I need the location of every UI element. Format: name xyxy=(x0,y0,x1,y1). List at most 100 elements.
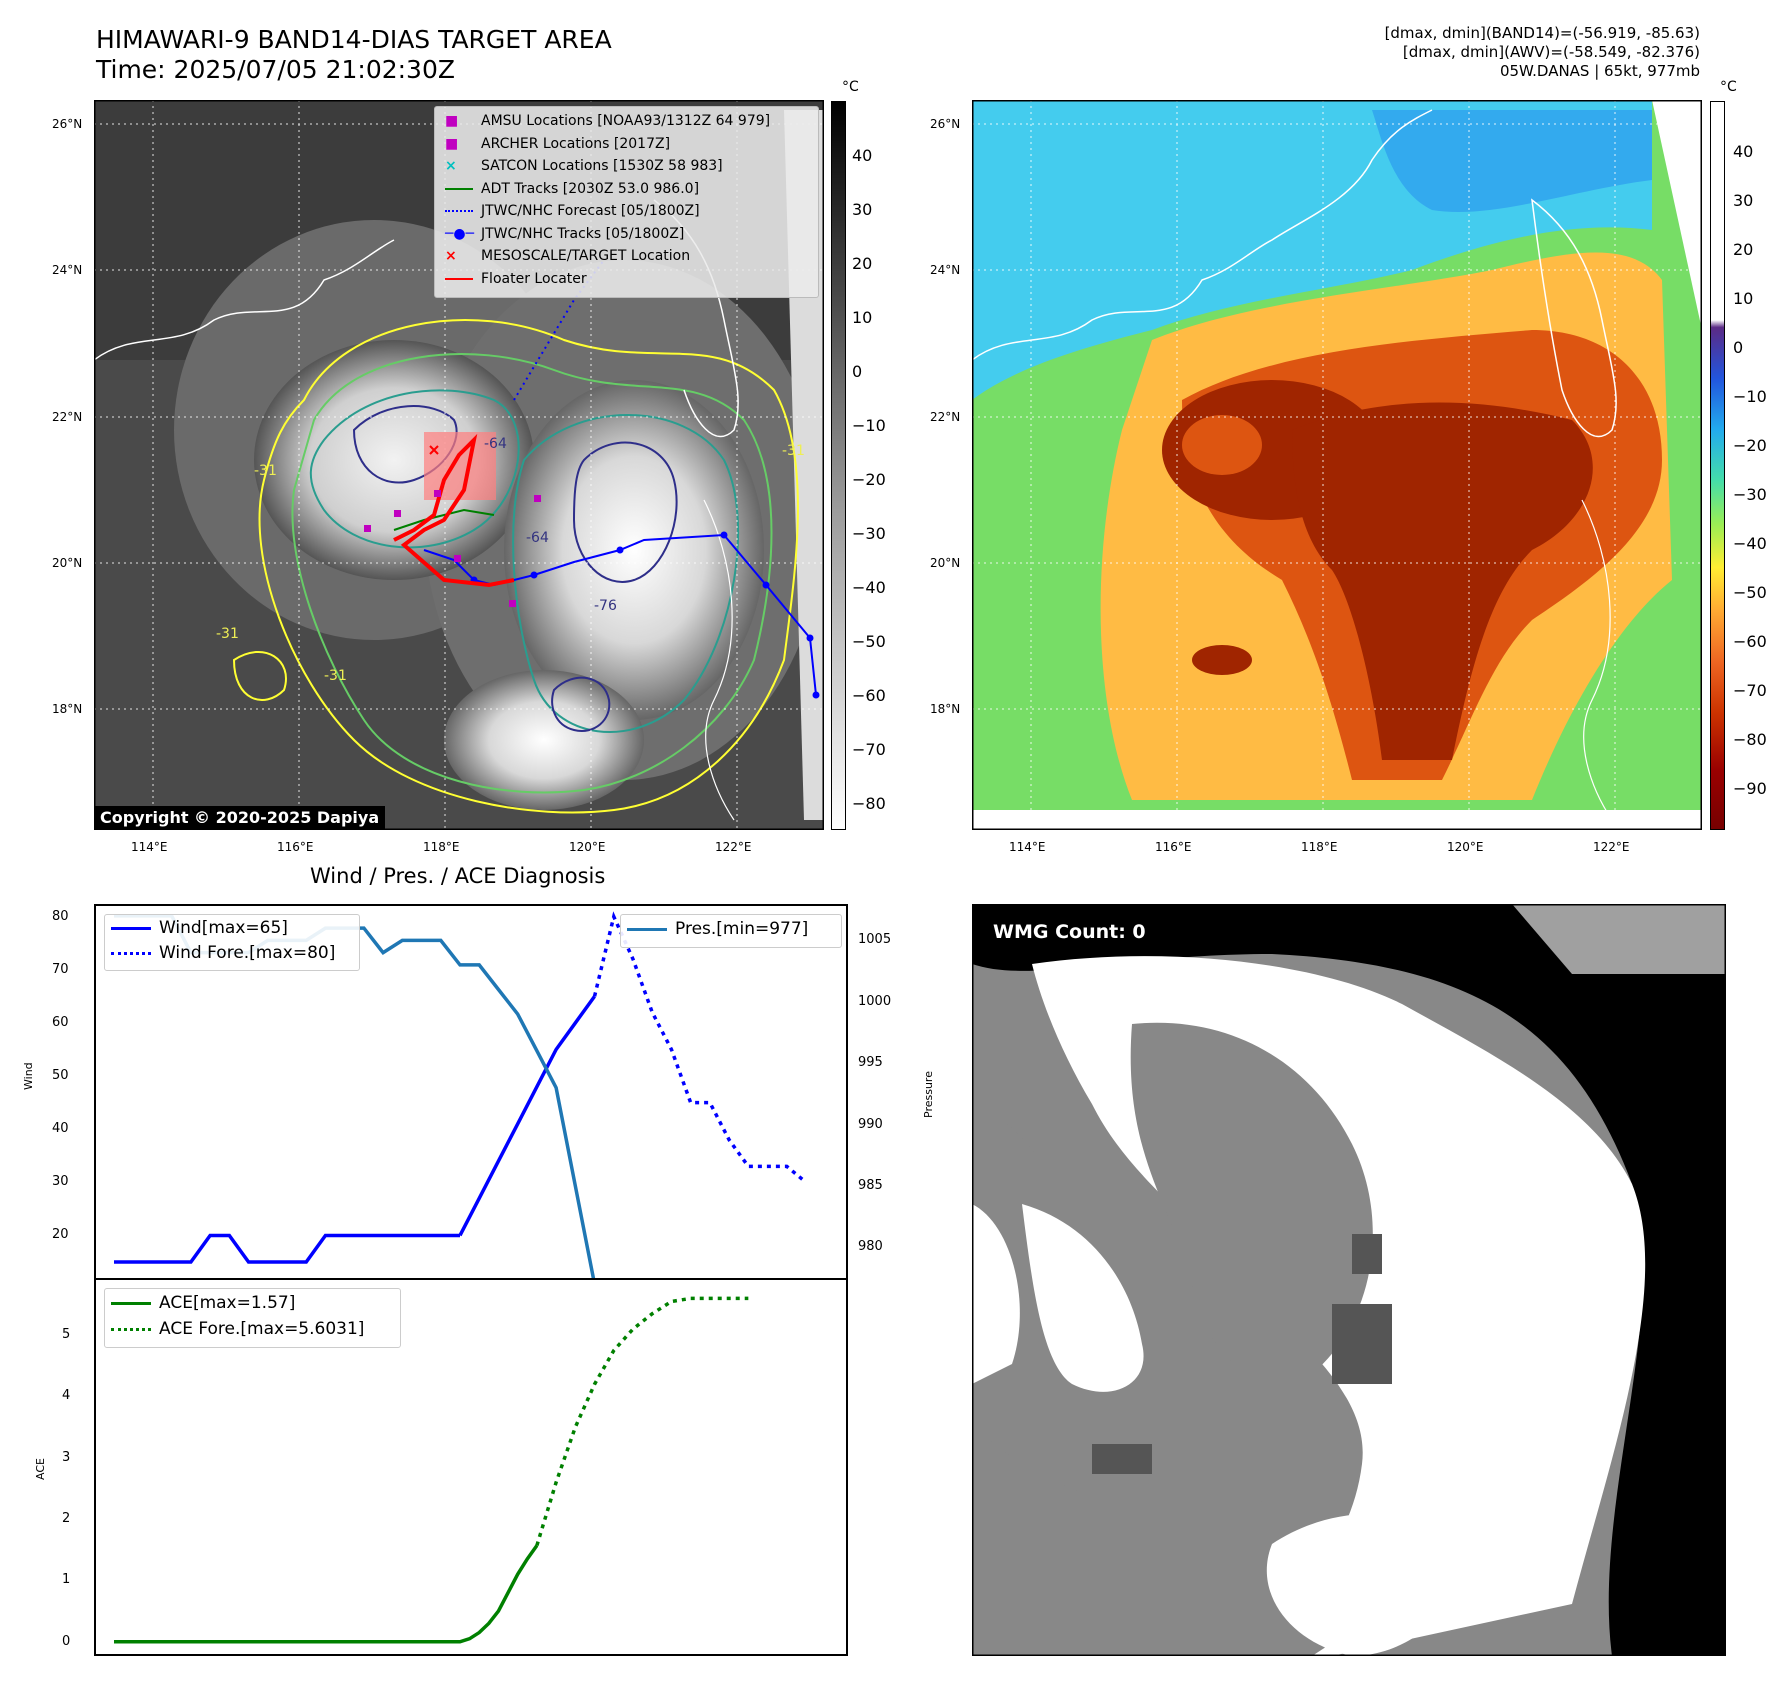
square-icon: ■ xyxy=(445,113,459,129)
ace-tick: 5 xyxy=(62,1327,71,1343)
legend-item: JTWC/NHC Forecast [05/1800Z] xyxy=(445,203,815,226)
colorbar-tick: 20 xyxy=(1733,240,1754,259)
colorbar-tick: −70 xyxy=(1733,681,1767,700)
series-line-2 xyxy=(592,911,808,1184)
series-line-0 xyxy=(114,1233,460,1264)
line-icon xyxy=(111,926,151,930)
wind-pressure-plot: Wind[max=65] Wind Fore.[max=80] Pres.[mi… xyxy=(94,904,848,1280)
ace-tick: 4 xyxy=(62,1388,71,1404)
wind-tick: 40 xyxy=(52,1121,69,1137)
wmg-count-badge: WMG Count: 0 xyxy=(986,918,1153,946)
chart-time: Time: 2025/07/05 21:02:30Z xyxy=(96,55,455,84)
colorbar-tick: −50 xyxy=(1733,583,1767,602)
lon-label: 118°E xyxy=(423,840,460,854)
awv-colorbar xyxy=(1710,101,1725,830)
lat-label: 26°N xyxy=(52,117,83,131)
legend-item: × SATCON Locations [1530Z 58 983] xyxy=(445,158,815,181)
pressure-tick: 1005 xyxy=(858,932,892,948)
pressure-tick: 980 xyxy=(858,1239,883,1255)
ace-axis-label: ACE xyxy=(34,1458,47,1480)
colorbar-tick: −60 xyxy=(1733,632,1767,651)
legend-item: Wind[max=65] xyxy=(111,918,288,938)
contour-label: -31 xyxy=(216,626,239,642)
pressure-tick: 995 xyxy=(858,1055,883,1071)
diag-title: Wind / Pres. / ACE Diagnosis xyxy=(310,864,606,888)
lon-label: 120°E xyxy=(1447,840,1484,854)
wind-axis-label: Wind xyxy=(22,1062,35,1090)
lat-label: 24°N xyxy=(930,263,961,277)
contour-label: -31 xyxy=(324,668,347,684)
legend-label: JTWC/NHC Forecast [05/1800Z] xyxy=(481,203,700,219)
pressure-tick: 985 xyxy=(858,1177,883,1193)
legend-label: Floater Locater xyxy=(481,270,587,287)
wind-tick: 60 xyxy=(52,1014,69,1030)
legend-item: ACE Fore.[max=5.6031] xyxy=(111,1319,364,1339)
info-storm: 05W.DANAS | 65kt, 977mb xyxy=(1499,62,1700,80)
colorbar-tick: −80 xyxy=(1733,730,1767,749)
chart-title: HIMAWARI-9 BAND14-DIAS TARGET AREA xyxy=(96,25,612,54)
lon-label: 122°E xyxy=(1593,840,1630,854)
colorbar-tick: 30 xyxy=(1733,191,1754,210)
lat-label: 20°N xyxy=(930,556,961,570)
contour-label: -31 xyxy=(254,463,277,479)
lon-label: 116°E xyxy=(277,840,314,854)
wind-legend: Wind[max=65] Wind Fore.[max=80] xyxy=(104,914,360,971)
lon-label: 122°E xyxy=(715,840,752,854)
legend-item: ■ AMSU Locations [NOAA93/1312Z 64 979] xyxy=(445,113,815,136)
lon-label: 116°E xyxy=(1155,840,1192,854)
pressure-tick: 1000 xyxy=(858,993,892,1009)
legend-item: ADT Tracks [2030Z 53.0 986.0] xyxy=(445,181,815,204)
ace-plot: ACE[max=1.57] ACE Fore.[max=5.6031] xyxy=(94,1278,848,1656)
ace-tick: 3 xyxy=(62,1449,71,1465)
colorbar-tick: −40 xyxy=(852,578,886,597)
colorbar-tick: −70 xyxy=(852,740,886,759)
colorbar-tick: −80 xyxy=(852,794,886,813)
colorbar-tick: −60 xyxy=(852,686,886,705)
legend-label: ARCHER Locations [2017Z] xyxy=(481,135,671,152)
colorbar-tick: 0 xyxy=(852,362,863,381)
colorbar-tick: −40 xyxy=(1733,534,1767,553)
ace-tick: 0 xyxy=(62,1633,71,1649)
wind-tick: 50 xyxy=(52,1068,69,1084)
ace-svg xyxy=(114,1296,749,1644)
square-icon: ■ xyxy=(445,135,459,152)
pressure-legend: Pres.[min=977] xyxy=(620,914,842,948)
colorbar-tick: −50 xyxy=(852,632,886,651)
map-legend: ■ AMSU Locations [NOAA93/1312Z 64 979] ■ A… xyxy=(434,106,819,298)
awv-map xyxy=(971,99,1703,831)
lat-label: 24°N xyxy=(52,263,83,277)
legend-label: ACE[max=1.57] xyxy=(159,1293,296,1313)
legend-item: ■ ARCHER Locations [2017Z] xyxy=(445,136,815,159)
lat-label: 18°N xyxy=(52,702,83,716)
line-icon xyxy=(627,927,667,931)
colorbar-tick: 0 xyxy=(1733,338,1744,357)
line-icon xyxy=(111,1301,151,1305)
pressure-tick: 990 xyxy=(858,1116,883,1132)
colorbar-tick: −30 xyxy=(1733,485,1767,504)
pressure-axis-label: Pressure xyxy=(922,1071,935,1118)
colorbar-tick: −90 xyxy=(1733,779,1767,798)
info-awv: [dmax, dmin](AWV)=(-58.549, -82.376) xyxy=(1402,43,1700,61)
colorbar-tick: 20 xyxy=(852,254,873,273)
legend-label: Wind[max=65] xyxy=(159,918,288,938)
legend-label: SATCON Locations [1530Z 58 983] xyxy=(481,158,723,174)
lon-label: 114°E xyxy=(1009,840,1046,854)
lat-label: 22°N xyxy=(52,410,83,424)
dotted-line-icon xyxy=(111,1327,151,1331)
colorbar-tick: −20 xyxy=(1733,436,1767,455)
lon-label: 120°E xyxy=(569,840,606,854)
lat-label: 22°N xyxy=(930,410,961,424)
colorbar-tick: 10 xyxy=(852,308,873,327)
ace-legend: ACE[max=1.57] ACE Fore.[max=5.6031] xyxy=(104,1288,401,1348)
wind-tick: 80 xyxy=(52,908,69,924)
legend-label: Pres.[min=977] xyxy=(675,919,809,939)
ace-tick: 2 xyxy=(62,1511,71,1527)
contour-label: -64 xyxy=(484,436,507,452)
ir-colorbar xyxy=(831,101,846,830)
lat-label: 18°N xyxy=(930,702,961,716)
colorbar-tick: −10 xyxy=(1733,387,1767,406)
ace-tick: 1 xyxy=(62,1572,71,1588)
lat-label: 20°N xyxy=(52,556,83,570)
colorbar-tick: −30 xyxy=(852,524,886,543)
line-icon xyxy=(445,181,481,197)
